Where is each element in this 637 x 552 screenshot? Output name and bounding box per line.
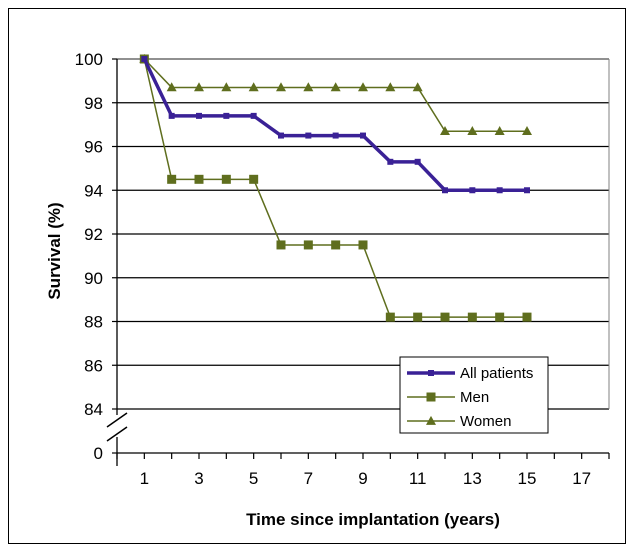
point-all-patients-2 bbox=[168, 112, 175, 119]
point-all-patients-11 bbox=[414, 158, 421, 165]
x-tick-label-5: 5 bbox=[249, 469, 258, 488]
legend-marker-all-patients bbox=[428, 370, 434, 376]
point-men-15 bbox=[522, 312, 532, 322]
series-line-all-patients bbox=[142, 58, 527, 192]
axis-break-mark-2 bbox=[106, 426, 128, 442]
x-tick-label-1: 1 bbox=[140, 469, 149, 488]
point-women-15 bbox=[522, 126, 532, 136]
y-tick-label-92: 92 bbox=[84, 225, 103, 244]
point-men-7 bbox=[303, 240, 313, 250]
legend-marker-men bbox=[426, 392, 436, 402]
y-tick-label-0: 0 bbox=[94, 444, 103, 463]
point-men-4 bbox=[221, 174, 231, 184]
legend-label-men: Men bbox=[460, 389, 489, 406]
point-men-10 bbox=[385, 312, 395, 322]
point-all-patients-3 bbox=[196, 112, 202, 119]
axes bbox=[106, 58, 610, 466]
point-all-patients-7 bbox=[305, 132, 312, 139]
point-all-patients-13 bbox=[469, 187, 476, 194]
point-men-12 bbox=[440, 312, 450, 322]
point-men-3 bbox=[194, 174, 204, 184]
y-tick-label-86: 86 bbox=[84, 356, 103, 375]
point-men-9 bbox=[358, 240, 368, 250]
point-all-patients-12 bbox=[442, 187, 448, 194]
x-tick-label-7: 7 bbox=[304, 469, 313, 488]
x-tick-label-3: 3 bbox=[194, 469, 203, 488]
axis-break-mark-1 bbox=[106, 412, 128, 428]
point-women-9 bbox=[358, 82, 368, 92]
point-women-10 bbox=[385, 82, 396, 92]
y-tick-label-90: 90 bbox=[84, 269, 103, 288]
legend-label-women: Women bbox=[460, 413, 511, 430]
point-men-14 bbox=[495, 312, 505, 322]
x-tick-label-15: 15 bbox=[518, 469, 537, 488]
y-axis-title: Survival (%) bbox=[45, 202, 64, 299]
point-women-14 bbox=[494, 126, 505, 136]
x-tick-label-9: 9 bbox=[358, 469, 367, 488]
y-tick-label-100: 100 bbox=[75, 50, 103, 69]
x-tick-label-17: 17 bbox=[572, 469, 591, 488]
point-all-patients-14 bbox=[496, 187, 503, 194]
point-all-patients-10 bbox=[387, 158, 394, 165]
point-all-patients-15 bbox=[524, 187, 530, 194]
point-all-patients-9 bbox=[360, 132, 366, 139]
series-line-women bbox=[143, 58, 527, 132]
point-men-2 bbox=[167, 174, 177, 184]
point-women-11 bbox=[412, 82, 423, 92]
point-all-patients-5 bbox=[250, 112, 257, 119]
y-tick-label-94: 94 bbox=[84, 181, 103, 200]
point-women-6 bbox=[276, 82, 286, 92]
point-men-13 bbox=[467, 312, 477, 322]
legend: All patients Men Women bbox=[399, 356, 549, 434]
point-women-4 bbox=[221, 82, 232, 92]
point-men-11 bbox=[413, 312, 423, 322]
point-women-12 bbox=[440, 126, 450, 136]
point-all-patients-4 bbox=[223, 112, 230, 119]
x-axis-title: Time since implantation (years) bbox=[246, 510, 500, 529]
x-tick-label-11: 11 bbox=[409, 469, 427, 488]
point-men-6 bbox=[276, 240, 286, 250]
point-women-5 bbox=[248, 82, 259, 92]
data-series bbox=[139, 53, 532, 322]
point-all-patients-1 bbox=[141, 56, 148, 62]
point-women-3 bbox=[194, 82, 204, 92]
point-women-8 bbox=[330, 82, 341, 92]
point-all-patients-8 bbox=[332, 132, 339, 139]
point-all-patients-6 bbox=[278, 132, 284, 139]
x-tick-label-13: 13 bbox=[463, 469, 482, 488]
y-tick-label-98: 98 bbox=[84, 94, 103, 113]
y-tick-label-84: 84 bbox=[84, 400, 103, 419]
legend-marker-women bbox=[426, 415, 436, 425]
y-tick-label-88: 88 bbox=[84, 313, 103, 332]
point-women-7 bbox=[303, 82, 314, 92]
legend-label-all-patients: All patients bbox=[460, 365, 533, 382]
point-men-8 bbox=[331, 240, 341, 250]
y-tick-label-96: 96 bbox=[84, 138, 103, 157]
point-women-13 bbox=[467, 126, 478, 136]
point-men-5 bbox=[249, 174, 259, 184]
chart-frame bbox=[8, 8, 626, 544]
point-women-2 bbox=[166, 82, 177, 92]
